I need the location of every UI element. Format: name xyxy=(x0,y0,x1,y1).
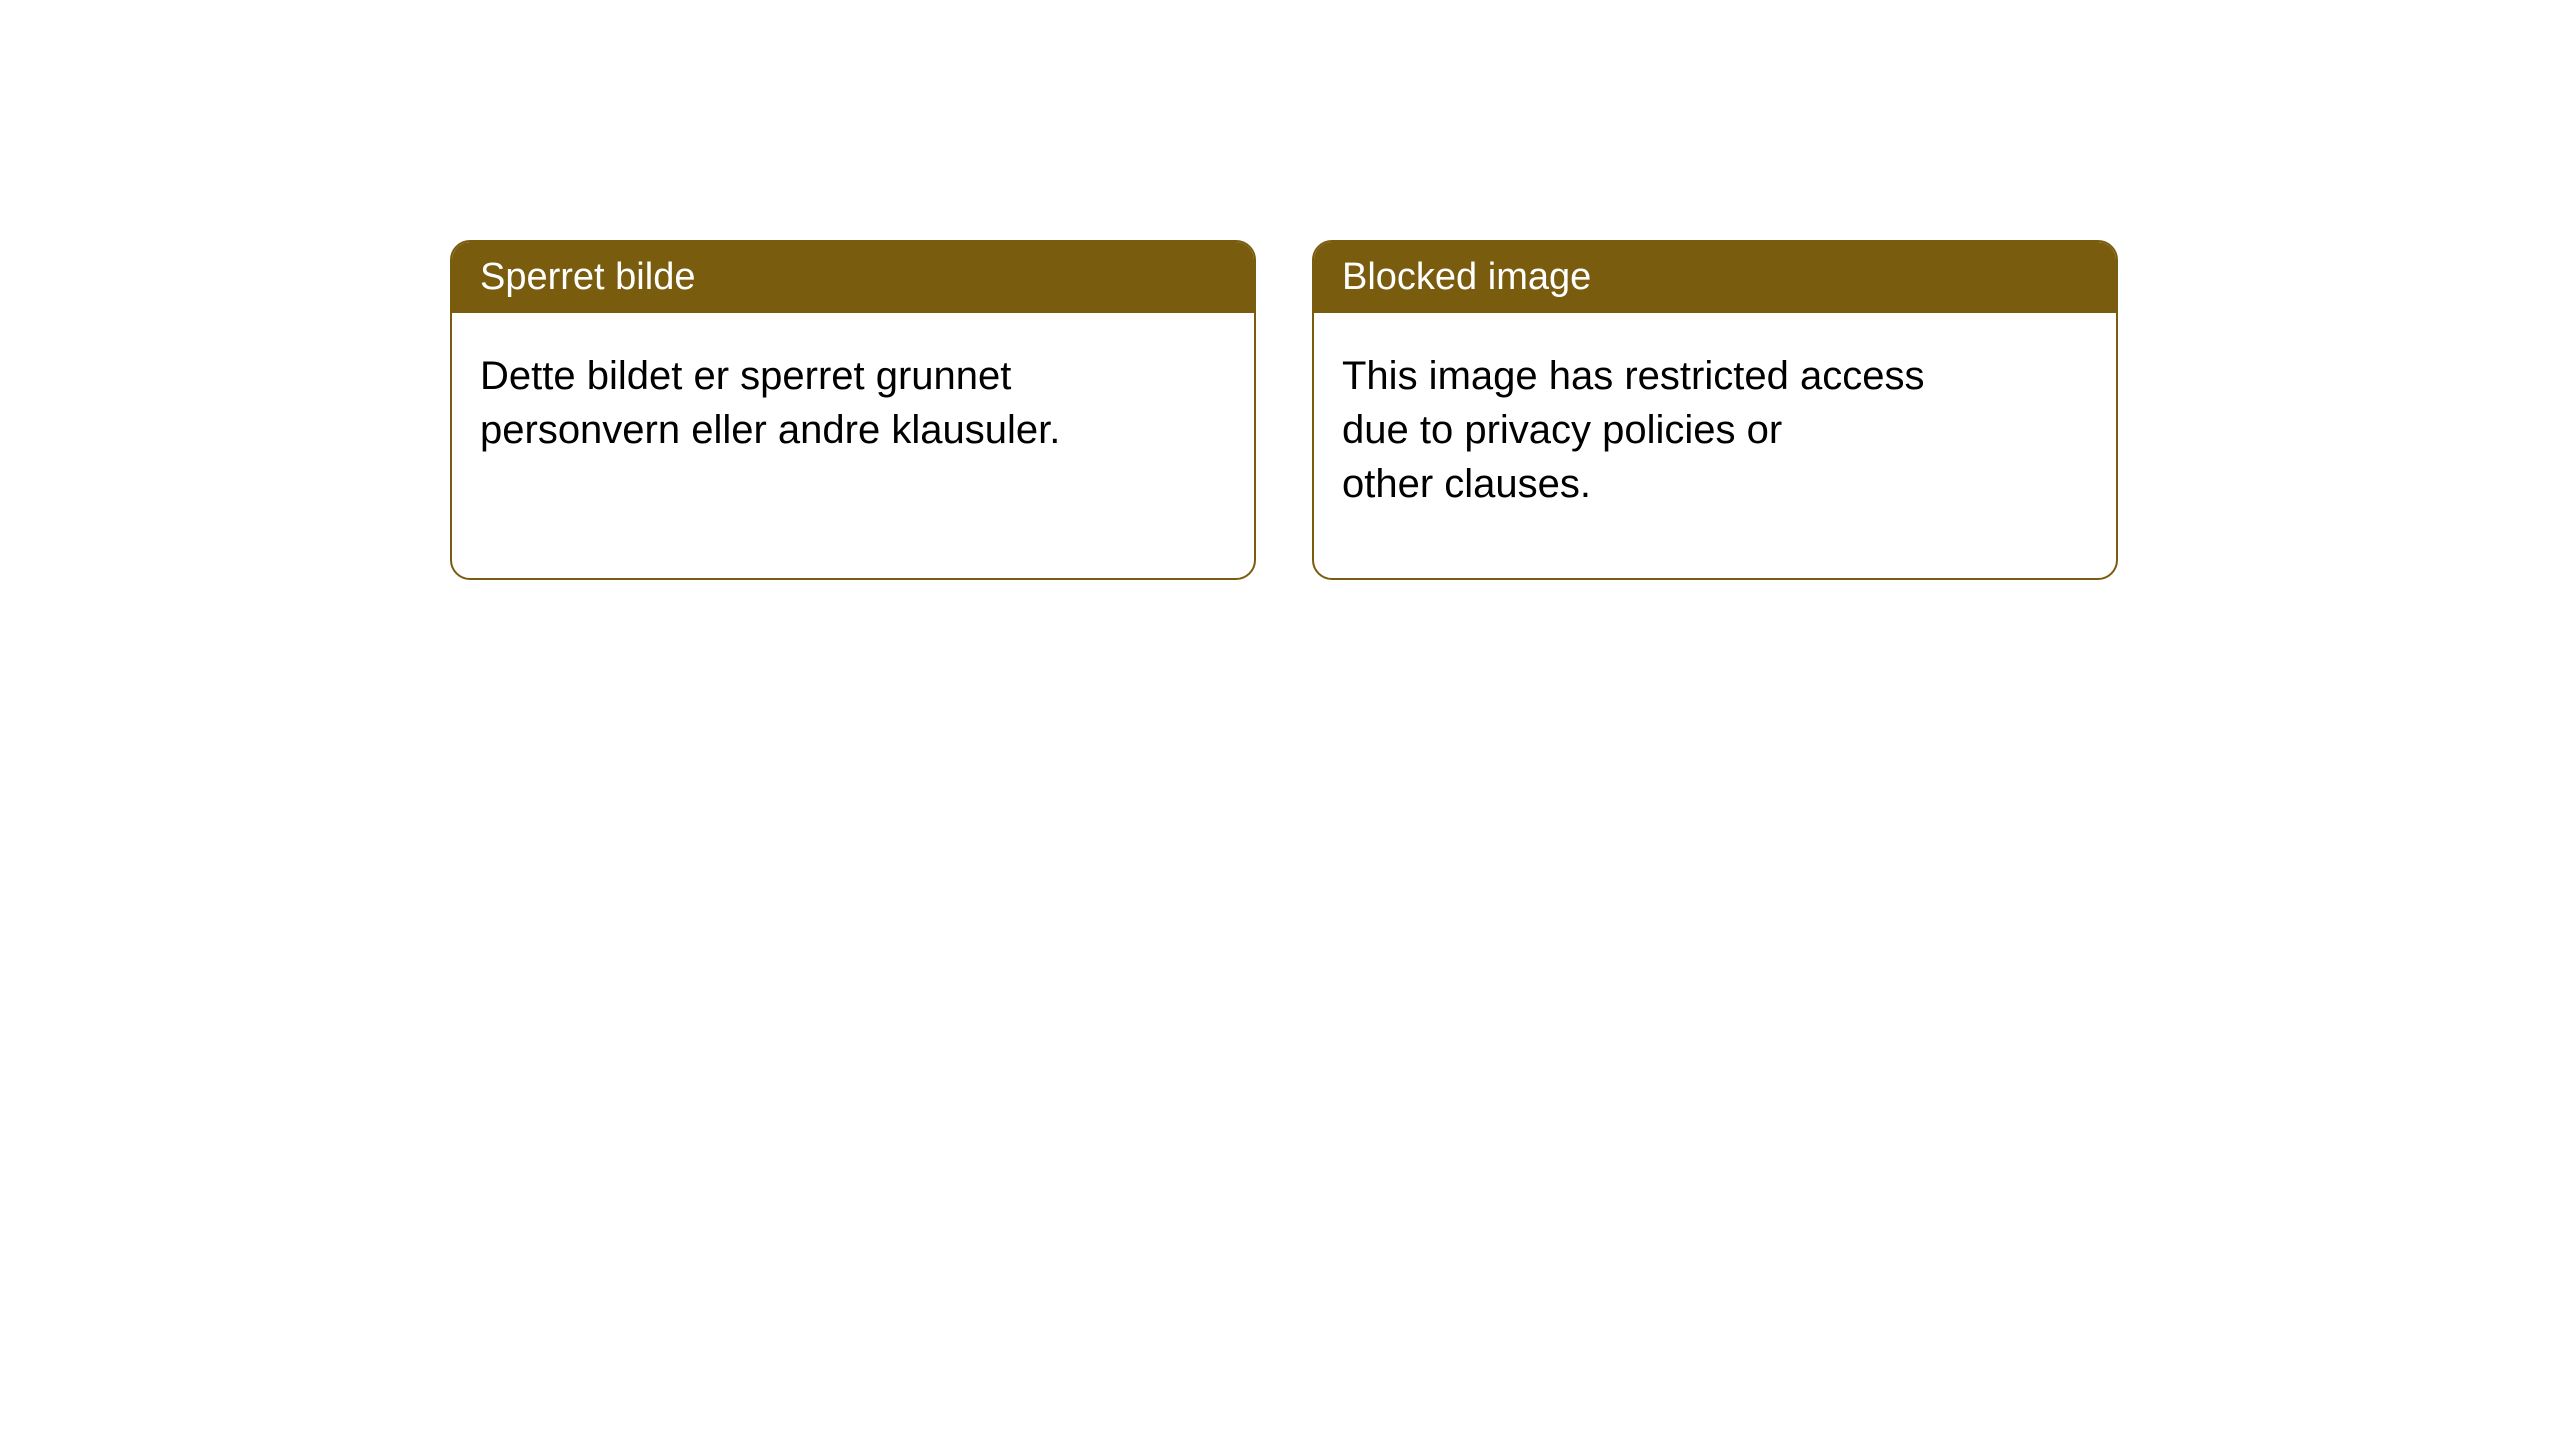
notice-title-english: Blocked image xyxy=(1314,242,2116,313)
notice-card-norwegian: Sperret bilde Dette bildet er sperret gr… xyxy=(450,240,1256,580)
notice-cards-container: Sperret bilde Dette bildet er sperret gr… xyxy=(450,240,2118,580)
notice-message-english: This image has restricted access due to … xyxy=(1314,313,2116,547)
notice-message-norwegian: Dette bildet er sperret grunnet personve… xyxy=(452,313,1254,493)
notice-card-english: Blocked image This image has restricted … xyxy=(1312,240,2118,580)
notice-title-norwegian: Sperret bilde xyxy=(452,242,1254,313)
